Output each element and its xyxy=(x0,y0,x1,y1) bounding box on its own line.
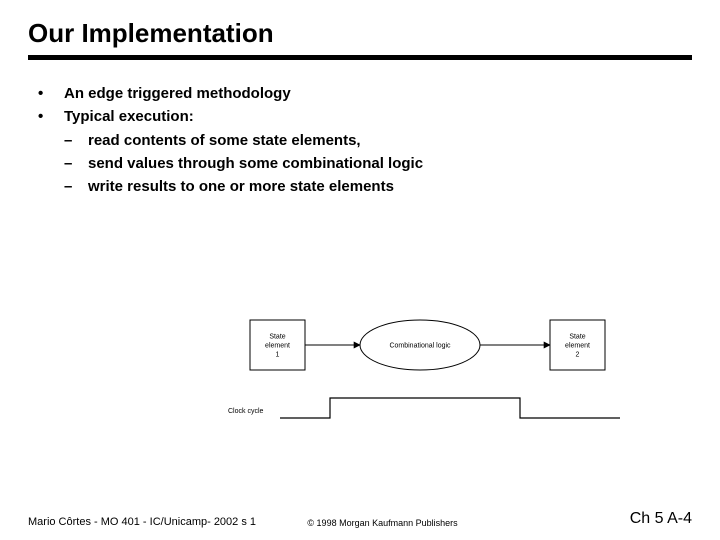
bullet-text: Typical execution: xyxy=(64,105,194,128)
bullet-text: An edge triggered methodology xyxy=(64,82,291,105)
svg-text:1: 1 xyxy=(276,352,280,359)
svg-text:State: State xyxy=(269,334,285,341)
title-rule xyxy=(28,55,692,60)
sub-bullet-text: send values through some combinational l… xyxy=(88,152,423,175)
sub-bullet-marker: – xyxy=(64,152,88,175)
slide: Our Implementation • An edge triggered m… xyxy=(0,0,720,540)
bullet-list: • An edge triggered methodology • Typica… xyxy=(28,82,692,198)
footer: Mario Côrtes - MO 401 - IC/Unicamp- 2002… xyxy=(28,510,692,528)
bullet-marker: • xyxy=(38,82,64,105)
footer-left: Mario Côrtes - MO 401 - IC/Unicamp- 2002… xyxy=(28,516,256,528)
sub-bullet-item: – send values through some combinational… xyxy=(64,152,692,175)
sub-bullet-marker: – xyxy=(64,129,88,152)
sub-bullet-list: – read contents of some state elements, … xyxy=(38,129,692,199)
bullet-item: • An edge triggered methodology xyxy=(38,82,692,105)
sub-bullet-marker: – xyxy=(64,175,88,198)
bullet-marker: • xyxy=(38,105,64,128)
svg-text:Clock cycle: Clock cycle xyxy=(228,408,264,415)
svg-text:2: 2 xyxy=(576,352,580,359)
bullet-item: • Typical execution: xyxy=(38,105,692,128)
svg-text:element: element xyxy=(565,343,590,350)
sub-bullet-item: – read contents of some state elements, xyxy=(64,129,692,152)
state-diagram: State element 1 State element 2 Combinational … xyxy=(220,300,660,450)
footer-center: © 1998 Morgan Kaufmann Publishers xyxy=(307,518,457,528)
svg-text:State: State xyxy=(569,334,585,341)
svg-text:Combinational logic: Combinational logic xyxy=(389,343,451,350)
footer-right: Ch 5 A-4 xyxy=(630,510,692,528)
sub-bullet-text: write results to one or more state eleme… xyxy=(88,175,394,198)
sub-bullet-item: – write results to one or more state ele… xyxy=(64,175,692,198)
svg-text:element: element xyxy=(265,343,290,350)
sub-bullet-text: read contents of some state elements, xyxy=(88,129,361,152)
page-title: Our Implementation xyxy=(28,18,692,49)
